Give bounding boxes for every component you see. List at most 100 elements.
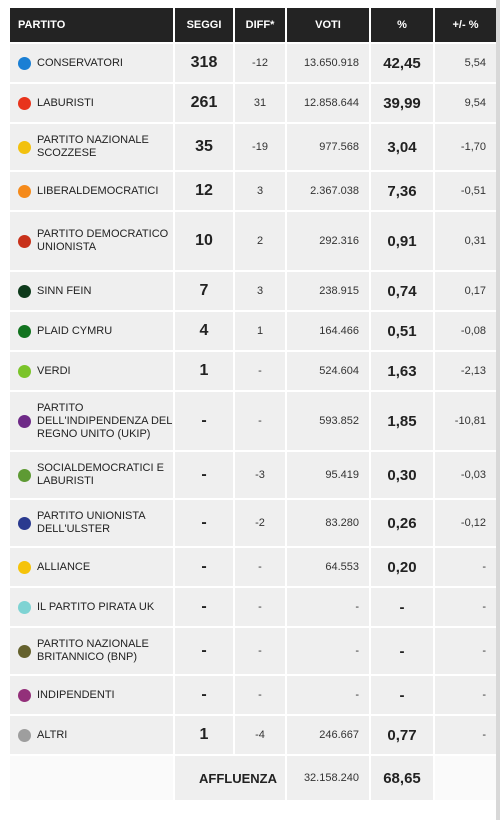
party-name: SOCIALDEMOCRATICI E LABURISTI bbox=[37, 462, 164, 487]
party-name: PARTITO DEMOCRATICO UNIONISTA bbox=[37, 228, 169, 253]
vote-pct-cell: - bbox=[371, 676, 433, 714]
party-cell: PARTITO NAZIONALE BRITANNICO (BNP) bbox=[10, 628, 173, 674]
vote-pct-cell: - bbox=[371, 628, 433, 674]
party-name: VERDI bbox=[37, 364, 71, 377]
party-color-dot-icon bbox=[18, 184, 31, 198]
party-label-wrap: PARTITO NAZIONALE SCOZZESE bbox=[18, 134, 173, 160]
pct-change-cell: - bbox=[435, 588, 496, 626]
party-label-wrap: SOCIALDEMOCRATICI E LABURISTI bbox=[18, 462, 173, 488]
party-label-wrap: ALLIANCE bbox=[18, 560, 173, 574]
party-cell: INDIPENDENTI bbox=[10, 676, 173, 714]
seats-cell: - bbox=[175, 548, 233, 586]
party-row: ALTRI 1 -4 246.667 0,77- bbox=[10, 716, 496, 754]
party-label-wrap: LABURISTI bbox=[18, 96, 173, 110]
party-label-wrap: LIBERALDEMOCRATICI bbox=[18, 184, 173, 198]
party-color-dot-icon bbox=[18, 284, 31, 298]
votes-cell: - bbox=[287, 628, 369, 674]
pct-change-cell: 9,54 bbox=[435, 84, 496, 122]
party-label-wrap: IL PARTITO PIRATA UK bbox=[18, 600, 173, 614]
seats-cell: 7 bbox=[175, 272, 233, 310]
votes-cell: - bbox=[287, 676, 369, 714]
turnout-label: AFFLUENZA bbox=[175, 756, 285, 800]
seats-cell: - bbox=[175, 500, 233, 546]
votes-cell: 593.852 bbox=[287, 392, 369, 450]
seats-cell: 1 bbox=[175, 716, 233, 754]
pct-change-cell: -2,13 bbox=[435, 352, 496, 390]
vote-pct-cell: 0,30 bbox=[371, 452, 433, 498]
vote-pct-cell: 0,91 bbox=[371, 212, 433, 270]
party-row: PARTITO UNIONISTA DELL'ULSTER - -2 83.280 0,… bbox=[10, 500, 496, 546]
party-row: LABURISTI 261 31 12.858.644 39,99 9,54 bbox=[10, 84, 496, 122]
votes-cell: 246.667 bbox=[287, 716, 369, 754]
party-label-wrap: SINN FEIN bbox=[18, 284, 173, 298]
pct-change-cell: -0,08 bbox=[435, 312, 496, 350]
pct-change-cell: -1,70 bbox=[435, 124, 496, 170]
seats-cell: - bbox=[175, 628, 233, 674]
party-label-wrap: PARTITO DEMOCRATICO UNIONISTA bbox=[18, 228, 173, 254]
vote-pct-cell: 0,26 bbox=[371, 500, 433, 546]
party-row: ALLIANCE - -64.553 0,20- bbox=[10, 548, 496, 586]
seat-diff-cell: 3 bbox=[235, 172, 285, 210]
seat-diff-cell: 1 bbox=[235, 312, 285, 350]
scrollbar[interactable] bbox=[496, 0, 500, 820]
seat-diff-cell: 3 bbox=[235, 272, 285, 310]
party-row: PARTITO NAZIONALE BRITANNICO (BNP) - - - - - bbox=[10, 628, 496, 674]
party-name: ALLIANCE bbox=[37, 560, 91, 573]
seats-cell: 318 bbox=[175, 44, 233, 82]
header-seats: SEGGI bbox=[175, 8, 233, 42]
votes-cell: 164.466 bbox=[287, 312, 369, 350]
party-color-dot-icon bbox=[18, 96, 31, 110]
party-color-dot-icon bbox=[18, 324, 31, 338]
vote-pct-cell: 7,36 bbox=[371, 172, 433, 210]
party-row: VERDI 1-524.604 1,63 -2,13 bbox=[10, 352, 496, 390]
party-color-dot-icon bbox=[18, 600, 31, 614]
party-row: PLAID CYMRU 4 1 164.466 0,51 -0,08 bbox=[10, 312, 496, 350]
party-color-dot-icon bbox=[18, 560, 31, 574]
vote-pct-cell: 0,77 bbox=[371, 716, 433, 754]
vote-pct-cell: 0,20 bbox=[371, 548, 433, 586]
party-cell: VERDI bbox=[10, 352, 173, 390]
vote-pct-cell: 3,04 bbox=[371, 124, 433, 170]
seats-cell: 261 bbox=[175, 84, 233, 122]
party-cell: PARTITO UNIONISTA DELL'ULSTER bbox=[10, 500, 173, 546]
header-diff: DIFF* bbox=[235, 8, 285, 42]
party-cell: SOCIALDEMOCRATICI E LABURISTI bbox=[10, 452, 173, 498]
party-cell: PLAID CYMRU bbox=[10, 312, 173, 350]
party-name: IL PARTITO PIRATA UK bbox=[37, 600, 155, 613]
seats-cell: 10 bbox=[175, 212, 233, 270]
pct-change-cell: 5,54 bbox=[435, 44, 496, 82]
seat-diff-cell: - bbox=[235, 548, 285, 586]
seat-diff-cell: - bbox=[235, 588, 285, 626]
votes-cell: 83.280 bbox=[287, 500, 369, 546]
party-row: PARTITO DELL'INDIPENDENZA DEL REGNO UNIT… bbox=[10, 392, 496, 450]
seats-cell: - bbox=[175, 676, 233, 714]
seat-diff-cell: -12 bbox=[235, 44, 285, 82]
seats-cell: 1 bbox=[175, 352, 233, 390]
party-name: PARTITO DELL'INDIPENDENZA DEL REGNO UNIT… bbox=[37, 401, 172, 440]
party-name: PARTITO NAZIONALE BRITANNICO (BNP) bbox=[37, 638, 149, 663]
votes-cell: 2.367.038 bbox=[287, 172, 369, 210]
party-row: IL PARTITO PIRATA UK - - - - - bbox=[10, 588, 496, 626]
seat-diff-cell: -3 bbox=[235, 452, 285, 498]
header-party: PARTITO bbox=[10, 8, 173, 42]
party-name: LABURISTI bbox=[37, 96, 94, 109]
pct-change-cell: - bbox=[435, 628, 496, 674]
party-color-dot-icon bbox=[18, 516, 31, 530]
pct-change-cell: -0,12 bbox=[435, 500, 496, 546]
party-label-wrap: ALTRI bbox=[18, 728, 173, 742]
vote-pct-cell: 0,74 bbox=[371, 272, 433, 310]
seat-diff-cell: - bbox=[235, 352, 285, 390]
party-name: LIBERALDEMOCRATICI bbox=[37, 184, 159, 197]
party-name: INDIPENDENTI bbox=[37, 688, 115, 701]
vote-pct-cell: 39,99 bbox=[371, 84, 433, 122]
party-color-dot-icon bbox=[18, 644, 31, 658]
pct-change-cell: -0,51 bbox=[435, 172, 496, 210]
party-row: SINN FEIN 7 3 238.915 0,74 0,17 bbox=[10, 272, 496, 310]
seats-cell: - bbox=[175, 588, 233, 626]
party-row: CONSERVATORI 318 -12 13.650.918 42,45 5,54 bbox=[10, 44, 496, 82]
pct-change-cell: - bbox=[435, 716, 496, 754]
party-cell: PARTITO DEMOCRATICO UNIONISTA bbox=[10, 212, 173, 270]
seats-cell: 4 bbox=[175, 312, 233, 350]
seat-diff-cell: - bbox=[235, 676, 285, 714]
party-cell: CONSERVATORI bbox=[10, 44, 173, 82]
